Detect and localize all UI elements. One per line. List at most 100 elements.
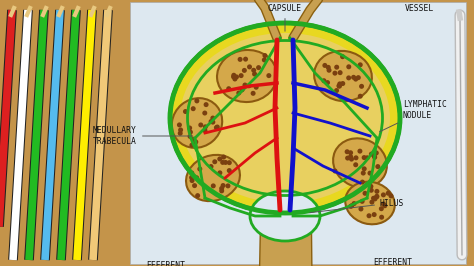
Circle shape	[348, 204, 353, 209]
Circle shape	[363, 191, 367, 196]
Circle shape	[353, 77, 358, 82]
Circle shape	[321, 78, 327, 83]
Circle shape	[337, 83, 341, 88]
Circle shape	[256, 65, 261, 70]
Circle shape	[356, 75, 361, 80]
Circle shape	[349, 157, 354, 162]
Circle shape	[362, 155, 367, 160]
Circle shape	[381, 192, 386, 197]
Circle shape	[192, 183, 197, 188]
Circle shape	[193, 139, 198, 144]
Circle shape	[345, 156, 350, 161]
Circle shape	[195, 193, 200, 198]
Circle shape	[212, 159, 217, 164]
Circle shape	[372, 155, 377, 160]
Circle shape	[189, 171, 194, 176]
Circle shape	[379, 215, 384, 220]
Circle shape	[237, 57, 243, 62]
Circle shape	[209, 119, 214, 124]
Circle shape	[374, 189, 379, 194]
Circle shape	[204, 102, 209, 107]
Circle shape	[348, 154, 353, 159]
Circle shape	[372, 212, 377, 217]
Ellipse shape	[180, 33, 390, 203]
Circle shape	[232, 77, 237, 81]
Circle shape	[366, 213, 372, 218]
Circle shape	[191, 106, 196, 111]
Circle shape	[215, 124, 220, 130]
Circle shape	[187, 126, 192, 131]
Circle shape	[231, 74, 236, 79]
Ellipse shape	[333, 138, 387, 188]
Circle shape	[374, 151, 379, 155]
Circle shape	[242, 68, 247, 73]
Circle shape	[227, 160, 232, 165]
Circle shape	[211, 183, 216, 188]
Circle shape	[243, 82, 247, 88]
Circle shape	[178, 131, 182, 136]
Circle shape	[349, 203, 354, 208]
Circle shape	[325, 80, 330, 85]
Text: MEDULLARY
TRABECULA: MEDULLARY TRABECULA	[93, 126, 192, 146]
Ellipse shape	[186, 155, 240, 201]
Circle shape	[374, 194, 379, 199]
Circle shape	[221, 155, 226, 160]
Circle shape	[183, 109, 188, 114]
Circle shape	[254, 85, 259, 90]
Circle shape	[210, 120, 215, 124]
Circle shape	[236, 90, 241, 95]
Circle shape	[360, 180, 365, 185]
Circle shape	[246, 83, 251, 88]
Circle shape	[362, 166, 367, 171]
Circle shape	[214, 125, 219, 130]
Circle shape	[203, 124, 208, 129]
Circle shape	[372, 153, 377, 159]
Circle shape	[337, 81, 342, 86]
Circle shape	[360, 199, 365, 204]
Circle shape	[190, 178, 194, 183]
Circle shape	[326, 65, 331, 70]
Circle shape	[379, 206, 384, 211]
Circle shape	[194, 98, 200, 103]
FancyBboxPatch shape	[130, 2, 466, 264]
Circle shape	[337, 84, 342, 89]
Circle shape	[353, 162, 358, 167]
Circle shape	[333, 169, 337, 173]
Circle shape	[332, 71, 337, 76]
Circle shape	[262, 57, 267, 63]
Circle shape	[389, 193, 393, 198]
Circle shape	[239, 87, 245, 92]
Circle shape	[188, 130, 193, 135]
Circle shape	[383, 203, 387, 208]
Circle shape	[345, 149, 350, 154]
Circle shape	[348, 150, 353, 155]
Circle shape	[226, 86, 231, 91]
Text: HILUS: HILUS	[310, 198, 404, 213]
Circle shape	[358, 206, 364, 211]
Circle shape	[194, 175, 199, 180]
Circle shape	[219, 186, 224, 191]
Circle shape	[252, 72, 257, 77]
Circle shape	[234, 74, 239, 80]
Circle shape	[190, 143, 194, 148]
Circle shape	[219, 188, 224, 193]
Circle shape	[337, 70, 343, 75]
Circle shape	[209, 164, 213, 169]
Circle shape	[178, 127, 183, 132]
Ellipse shape	[250, 191, 320, 241]
Circle shape	[202, 111, 207, 115]
Circle shape	[251, 91, 255, 96]
Circle shape	[190, 175, 195, 180]
Circle shape	[346, 75, 351, 80]
Circle shape	[322, 63, 328, 68]
Circle shape	[371, 196, 376, 201]
Circle shape	[189, 175, 194, 180]
Circle shape	[365, 155, 370, 160]
Circle shape	[247, 64, 252, 69]
Text: AFFERENT
LYMPH
VESSEL: AFFERENT LYMPH VESSEL	[350, 0, 444, 13]
Circle shape	[238, 73, 244, 78]
Ellipse shape	[172, 98, 222, 148]
Circle shape	[334, 88, 339, 93]
Circle shape	[367, 171, 373, 176]
Circle shape	[231, 73, 237, 78]
